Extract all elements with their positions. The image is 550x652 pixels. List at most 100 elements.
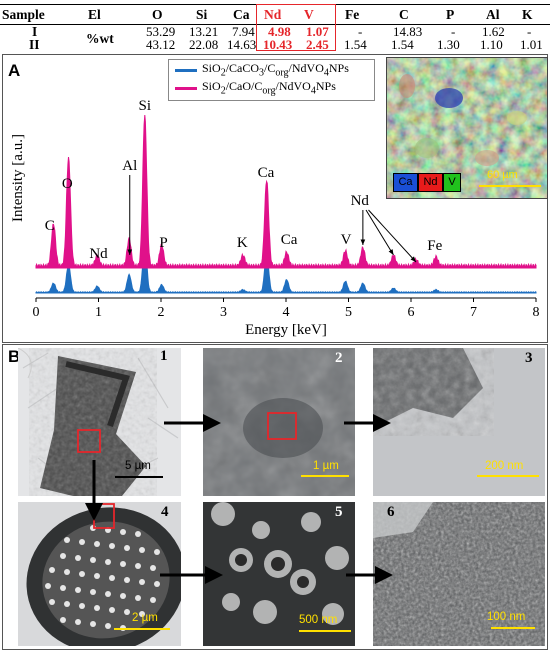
peak-label-ca-b: Ca [281, 232, 298, 248]
table-header-si: Si [196, 7, 208, 22]
highlight-box [256, 4, 336, 51]
map-legend-nd: Nd [418, 173, 443, 192]
cell-i-c: 14.83 [393, 24, 423, 39]
tem-image-1: 1 5 µm [18, 348, 181, 496]
legend-label-cao: SiO2/CaO/Corg/NdVO4NPs [202, 79, 336, 97]
pore-dot [139, 579, 145, 585]
tem-image-6: 6 100 nm [373, 502, 545, 646]
x-tick-label-4: 4 [283, 305, 290, 320]
y-axis-label: Intensity [a.u.] [10, 134, 26, 222]
pore-dot [150, 597, 156, 603]
cell-ii-al: 1.10 [480, 37, 503, 52]
peak-label-p: P [159, 235, 167, 251]
cell-ii-k: 1.01 [520, 37, 543, 52]
pore-dot [90, 557, 96, 563]
legend-swatch-pink [175, 87, 197, 90]
legend-swatch-blue [175, 69, 197, 72]
table-header-o: O [152, 7, 163, 22]
pore-dot [105, 623, 111, 629]
image-1-scale-label: 5 µm [125, 460, 151, 472]
peak-label-c: C [45, 218, 55, 234]
pore-dot [109, 543, 115, 549]
pore-dot [154, 549, 160, 555]
image-6-number: 6 [387, 504, 395, 520]
tem-image-3-content [373, 348, 545, 496]
panel-a-letter: A [8, 61, 21, 80]
pore-dot [120, 529, 126, 535]
pore-dot [94, 541, 100, 547]
image-4-scale-label: 2 µm [132, 612, 158, 624]
map-scale-label: 60 µm [487, 169, 518, 181]
spectrum-legend: SiO2/CaCO3/Corg/NdVO4NPs SiO2/CaO/Corg/N… [168, 59, 375, 101]
table-header-k: K [522, 7, 533, 22]
pore-dot [94, 605, 100, 611]
pore-dot [60, 553, 66, 559]
pore-dot [49, 567, 55, 573]
tem-image-1-content [18, 348, 181, 496]
tem-image-4-content [18, 502, 181, 646]
image-3-scale-bar [477, 475, 539, 477]
image-5-scale-bar [299, 630, 351, 632]
tem-image-2: 2 1 µm [203, 348, 355, 496]
pore-dot [105, 559, 111, 565]
legend-label-caco3: SiO2/CaCO3/Corg/NdVO4NPs [202, 61, 349, 79]
image-4-number: 4 [161, 504, 169, 520]
image-6-scale-label: 100 nm [487, 611, 526, 623]
image-1-number: 1 [160, 348, 168, 364]
arrow-nd-3 [368, 209, 417, 263]
cell-ii-v: 2.45 [306, 37, 329, 52]
pore-dot [75, 619, 81, 625]
pore-dot [124, 609, 130, 615]
arrow-nd-2 [365, 209, 394, 256]
pore-dot [150, 565, 156, 571]
x-tick-label-5: 5 [345, 305, 352, 320]
table-header-v: V [304, 7, 314, 22]
cell-i-fe: - [358, 24, 363, 39]
pore-dot [64, 601, 70, 607]
panel-b [2, 344, 548, 650]
pore-dot [60, 617, 66, 623]
image-5-scale-label: 500 nm [299, 614, 338, 626]
cell-i-v: 1.07 [306, 24, 329, 39]
pore-dot [64, 537, 70, 543]
row-label-i: I [32, 24, 38, 39]
peak-label-o: O [62, 176, 73, 192]
pore-dot [60, 585, 66, 591]
table-header-rule [0, 24, 550, 25]
cell-i-si: 13.21 [189, 24, 219, 39]
pore-dot [75, 587, 81, 593]
row-label-ii: II [29, 37, 40, 52]
table-header-ca: Ca [233, 7, 250, 22]
pore-dot [135, 595, 141, 601]
cell-i-nd: 4.98 [268, 24, 291, 39]
x-tick-label-8: 8 [533, 305, 540, 320]
pore-dot [120, 561, 126, 567]
tem-image-3: 3 200 nm [373, 348, 545, 496]
image-4-scale-bar [114, 628, 170, 630]
arrow-al-head [127, 249, 133, 255]
pore-dot [139, 547, 145, 553]
panel-b-letter: B [8, 347, 21, 366]
arrow-nd-1-head [360, 239, 366, 245]
arrow-nd-3-head [410, 256, 416, 262]
cell-ii-o: 43.12 [146, 37, 176, 52]
image-2-scale-label: 1 µm [313, 460, 339, 472]
pore-dot [49, 599, 55, 605]
map-element-legend: Ca Nd V [393, 173, 461, 192]
cell-ii-ca: 14.63 [227, 37, 257, 52]
peak-label-v: V [341, 232, 352, 248]
cell-ii-p: 1.30 [437, 37, 460, 52]
cell-ii-si: 22.08 [189, 37, 219, 52]
x-tick-label-2: 2 [158, 305, 165, 320]
arrow-nd-2-head [388, 249, 394, 255]
image-3-number: 3 [525, 350, 533, 366]
tem-image-4: 4 2 µm [18, 502, 181, 646]
peak-label-k: K [237, 235, 248, 251]
table-header-fe: Fe [345, 7, 360, 22]
pore-dot [79, 571, 85, 577]
tem-image-2-content [203, 348, 355, 496]
x-tick-label-0: 0 [33, 305, 40, 320]
series-pink-spectrum [35, 114, 537, 269]
